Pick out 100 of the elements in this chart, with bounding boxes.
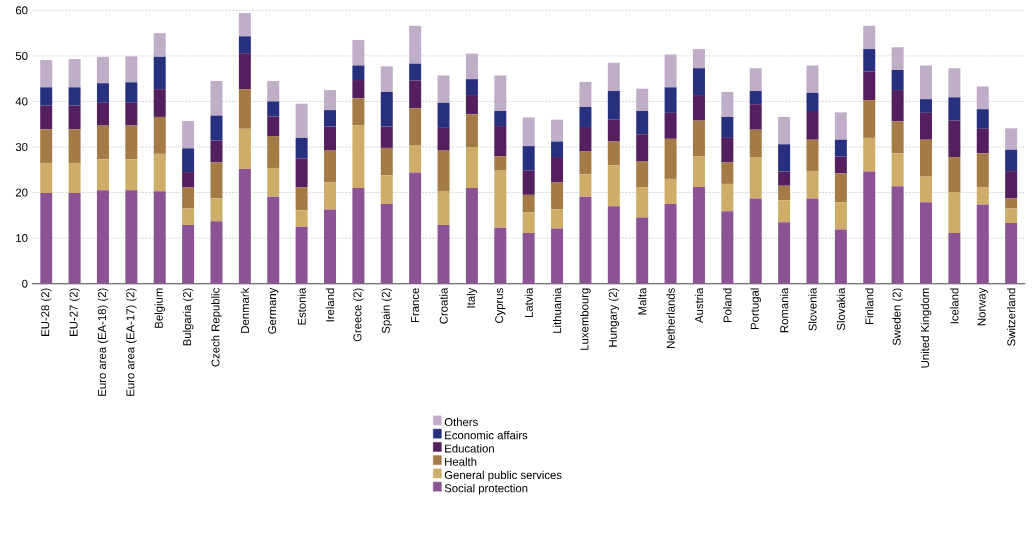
- y-tick-label: 50: [15, 51, 28, 60]
- bar: [920, 176, 933, 203]
- bar: [153, 116, 166, 154]
- bar: [522, 194, 535, 213]
- bar: [551, 182, 564, 210]
- x-tick-label: Euro area (EA-18) (2): [97, 288, 109, 396]
- bar: [40, 87, 53, 106]
- bar: [551, 119, 564, 142]
- bar: [437, 102, 450, 128]
- legend-label: Education: [445, 444, 494, 453]
- x-tick-label: EU-27 (2): [69, 288, 80, 336]
- bar: [749, 104, 762, 130]
- bar: [692, 68, 705, 96]
- bar: [437, 224, 450, 284]
- x-tick-label: Estonia: [297, 287, 306, 325]
- bar: [409, 80, 422, 109]
- bar: [238, 13, 251, 37]
- bar: [295, 187, 308, 211]
- bar: [380, 175, 393, 204]
- bar: [948, 192, 961, 234]
- bar: [465, 188, 478, 284]
- bar: [40, 105, 53, 130]
- bar: [267, 80, 280, 102]
- bar: [153, 56, 166, 90]
- x-tick-label: Romania: [779, 287, 789, 333]
- x-tick-label: United Kingdom: [920, 288, 932, 368]
- x-tick-label: Italy: [466, 287, 478, 308]
- bar: [267, 167, 280, 197]
- bar: [494, 156, 507, 171]
- bar: [437, 75, 450, 103]
- bar: [749, 68, 762, 91]
- bar: [40, 59, 53, 88]
- bar: [182, 148, 195, 173]
- x-tick-label: Malta: [638, 287, 647, 315]
- bar: [40, 162, 53, 194]
- x-tick-label: Hungary (2): [608, 288, 620, 347]
- bar: [749, 157, 762, 199]
- bar: [692, 156, 705, 188]
- bar: [437, 127, 450, 151]
- bar: [210, 115, 223, 141]
- bar: [920, 65, 933, 100]
- bar: [465, 53, 478, 80]
- bar: [721, 211, 734, 284]
- bar: [579, 126, 592, 152]
- bar: [238, 89, 251, 129]
- bar: [692, 49, 705, 69]
- bar: [96, 102, 109, 126]
- bar: [834, 229, 847, 284]
- bar: [522, 146, 535, 171]
- bar: [324, 90, 337, 111]
- bar: [976, 204, 989, 284]
- bar: [182, 208, 195, 225]
- bar: [380, 147, 393, 176]
- bar: [295, 226, 308, 284]
- legend-label: Health: [445, 457, 477, 466]
- bar: [749, 129, 762, 158]
- x-tick-label: Denmark: [240, 287, 250, 333]
- bar: [352, 98, 365, 126]
- bar: [721, 183, 734, 212]
- x-tick-label: Luxembourg: [580, 288, 591, 350]
- bar: [324, 110, 337, 127]
- bar: [494, 111, 507, 127]
- bar: [409, 108, 422, 146]
- bar: [238, 36, 251, 54]
- bar: [607, 206, 620, 284]
- bar: [1005, 223, 1018, 284]
- bar: [692, 95, 705, 121]
- x-tick-label: Euro area (EA-17) (2): [126, 288, 137, 396]
- bar: [68, 162, 81, 194]
- bar: [863, 49, 876, 72]
- bar: [210, 80, 223, 116]
- bar: [295, 137, 308, 159]
- y-tick-label: 40: [15, 97, 28, 106]
- bar: [636, 134, 649, 162]
- bar: [40, 129, 53, 163]
- x-tick-label: Spain (2): [381, 288, 393, 334]
- bar: [778, 222, 791, 284]
- bar: [352, 188, 365, 284]
- bar: [749, 198, 762, 284]
- bar: [494, 170, 507, 228]
- bar: [863, 100, 876, 138]
- bar: [721, 137, 734, 163]
- bar: [607, 90, 620, 120]
- bar: [153, 89, 166, 117]
- bar: [806, 171, 819, 199]
- bar: [153, 153, 166, 192]
- bar: [692, 187, 705, 284]
- bar: [891, 47, 904, 71]
- bar: [295, 103, 308, 138]
- legend-label: General public services: [444, 470, 562, 482]
- bar: [68, 129, 81, 163]
- bar: [352, 39, 365, 66]
- bar: [153, 191, 166, 284]
- bar: [778, 116, 791, 145]
- bar: [948, 97, 961, 121]
- bar: [551, 157, 564, 183]
- bar: [891, 70, 904, 91]
- bar: [834, 156, 847, 174]
- bar: [125, 190, 138, 284]
- bar: [494, 126, 507, 157]
